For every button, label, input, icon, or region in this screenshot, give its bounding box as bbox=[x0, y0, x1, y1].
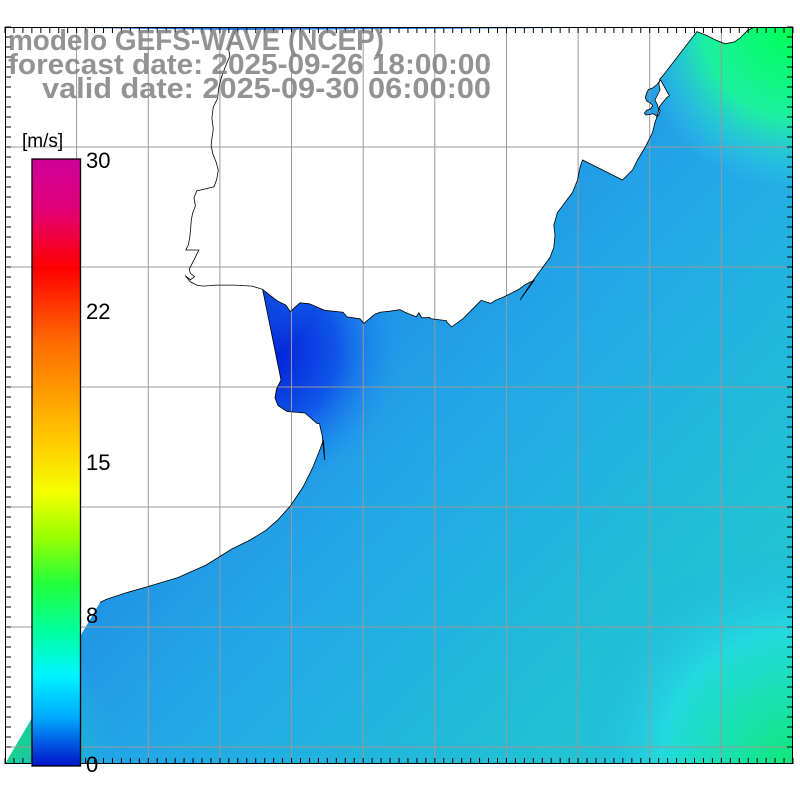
svg-text:15: 15 bbox=[86, 450, 110, 475]
svg-text:8: 8 bbox=[86, 603, 98, 628]
svg-text:30: 30 bbox=[86, 148, 110, 173]
svg-text:22: 22 bbox=[86, 299, 110, 324]
svg-text:valid date: 2025-09-30 06:00:0: valid date: 2025-09-30 06:00:00 bbox=[42, 73, 491, 105]
svg-text:0: 0 bbox=[86, 752, 98, 777]
svg-text:[m/s]: [m/s] bbox=[22, 131, 63, 152]
